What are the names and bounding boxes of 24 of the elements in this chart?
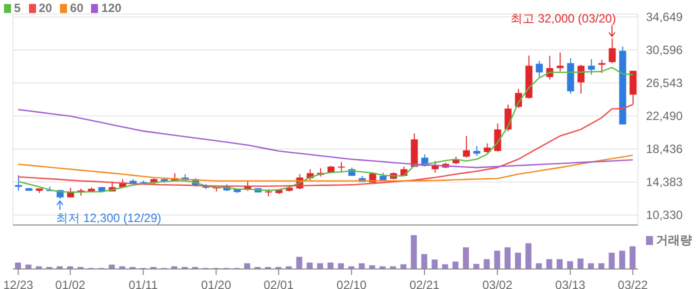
y-tick-label: 30,596 (646, 43, 684, 58)
x-tick-label: 12/23 (3, 278, 34, 289)
y-tick-label: 14,383 (646, 175, 684, 190)
legend-label: 120 (101, 1, 122, 15)
legend-label: 60 (70, 1, 84, 15)
x-tick-label: 01/20 (201, 278, 232, 289)
legend-label: 20 (38, 1, 52, 15)
x-tick-label: 01/11 (128, 278, 158, 289)
x-tick-label: 01/02 (55, 278, 86, 289)
annotation: 최고 32,000 (03/20) (510, 11, 616, 26)
annotation: 최저 12,300 (12/29) (56, 210, 162, 225)
x-tick-label: 03/02 (482, 278, 513, 289)
x-tick-label: 03/22 (618, 278, 648, 289)
y-tick-label: 10,330 (646, 208, 684, 222)
x-tick-label: 02/21 (409, 278, 440, 289)
y-tick-label: 34,649 (646, 10, 684, 24)
x-tick-label: 03/13 (555, 278, 586, 289)
x-tick-label: 02/10 (336, 278, 367, 289)
y-tick-label: 22,490 (646, 109, 684, 124)
legend-label: 거래량 (656, 232, 692, 249)
legend-label: 5 (14, 1, 21, 15)
x-tick-label: 02/01 (264, 278, 294, 289)
y-tick-label: 26,543 (646, 76, 684, 90)
y-tick-label: 18,436 (646, 142, 684, 156)
